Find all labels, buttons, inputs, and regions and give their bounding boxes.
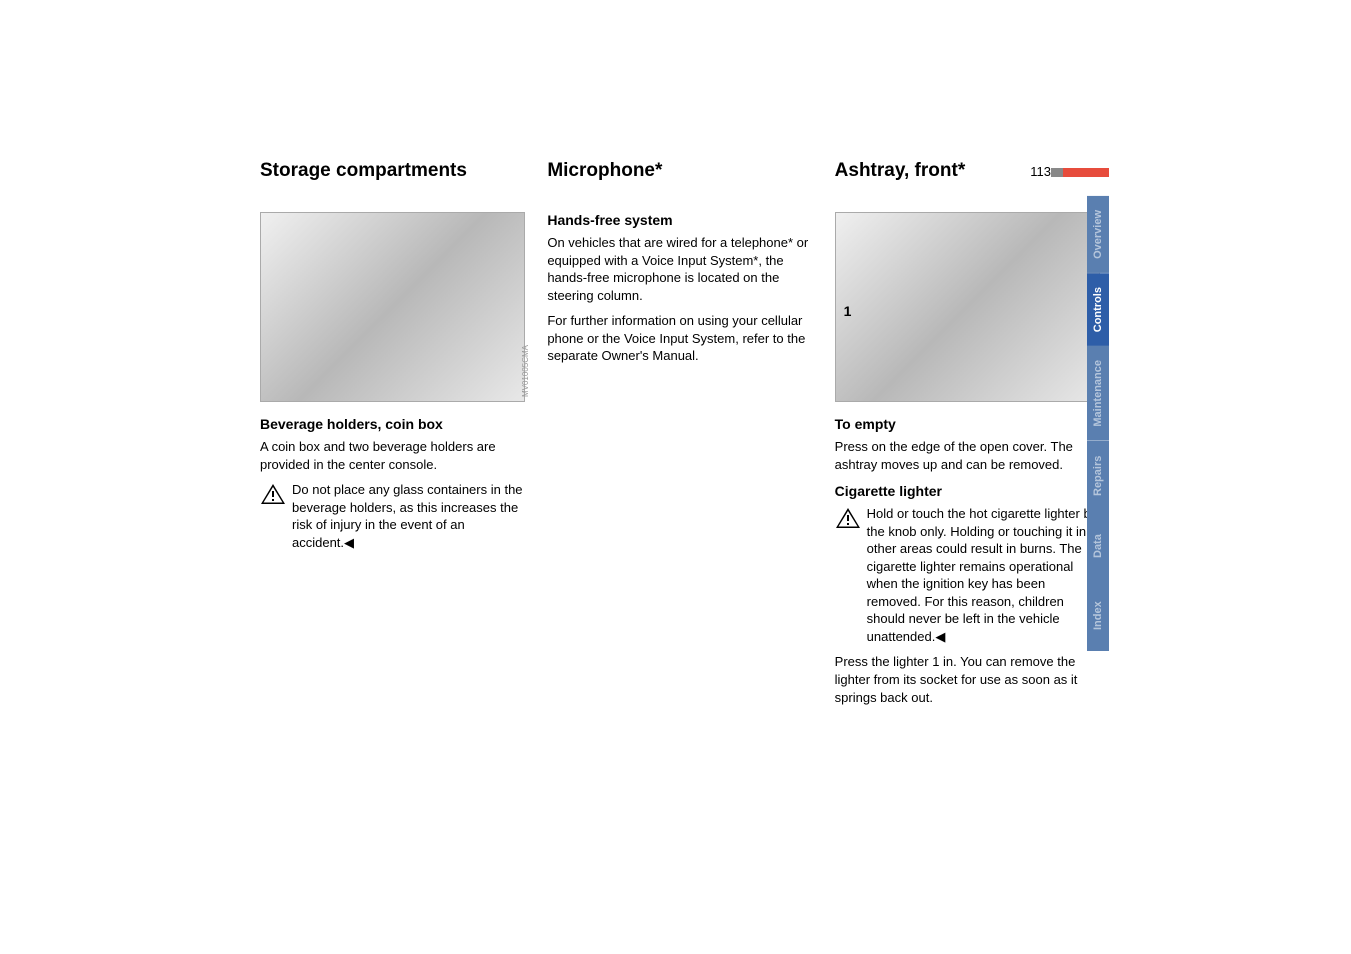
text-coin-box: A coin box and two beverage holders are … <box>260 438 525 473</box>
tab-data[interactable]: Data <box>1087 511 1109 581</box>
column-storage: Storage compartments MV01005CMA Beverage… <box>260 160 525 714</box>
side-tabs: OverviewControlsMaintenanceRepairsDataIn… <box>1087 196 1109 651</box>
warning-text: Hold or touch the hot cigarette lighter … <box>867 505 1100 645</box>
tab-index[interactable]: Index <box>1087 581 1109 651</box>
warning-glass-containers: Do not place any glass containers in the… <box>260 481 525 551</box>
text-to-empty: Press on the edge of the open cover. The… <box>835 438 1100 473</box>
warning-icon <box>260 483 286 505</box>
tab-repairs[interactable]: Repairs <box>1087 441 1109 511</box>
figure-ashtray: 1 MV01003CMA <box>835 212 1100 402</box>
warning-text: Do not place any glass containers in the… <box>292 481 525 551</box>
heading-storage-compartments: Storage compartments <box>260 160 525 182</box>
figure-callout-1: 1 <box>844 303 852 319</box>
page-content: Storage compartments MV01005CMA Beverage… <box>260 160 1100 714</box>
heading-to-empty: To empty <box>835 416 1100 432</box>
heading-ashtray: Ashtray, front* <box>835 160 1100 182</box>
text-further-info: For further information on using your ce… <box>547 312 812 365</box>
tab-controls[interactable]: Controls <box>1087 273 1109 346</box>
heading-microphone: Microphone* <box>547 160 812 182</box>
tab-overview[interactable]: Overview <box>1087 196 1109 273</box>
tab-maintenance[interactable]: Maintenance <box>1087 346 1109 441</box>
heading-handsfree: Hands-free system <box>547 212 812 228</box>
column-ashtray: Ashtray, front* 1 MV01003CMA To empty Pr… <box>835 160 1100 714</box>
text-handsfree-location: On vehicles that are wired for a telepho… <box>547 234 812 304</box>
column-microphone: Microphone* Hands-free system On vehicle… <box>547 160 812 714</box>
heading-beverage-holders: Beverage holders, coin box <box>260 416 525 432</box>
figure-caption: MV01005CMA <box>521 345 530 397</box>
warning-icon <box>835 507 861 529</box>
figure-beverage-holders: MV01005CMA <box>260 212 525 402</box>
text-press-lighter: Press the lighter 1 in. You can remove t… <box>835 653 1100 706</box>
heading-cigarette-lighter: Cigarette lighter <box>835 483 1100 499</box>
warning-cigarette-lighter: Hold or touch the hot cigarette lighter … <box>835 505 1100 645</box>
